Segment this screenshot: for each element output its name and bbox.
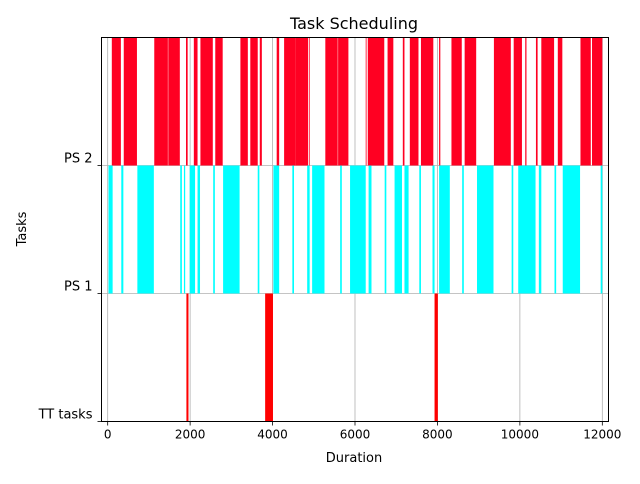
task-bar [365, 37, 367, 166]
task-bar [295, 37, 309, 166]
task-bar [123, 37, 137, 166]
task-bar [213, 165, 215, 294]
task-bar [477, 165, 494, 294]
task-bar [265, 293, 273, 422]
task-bar [419, 165, 421, 294]
task-bar [402, 37, 405, 166]
task-bar [189, 165, 196, 294]
x-tick-label: 12000 [583, 428, 621, 442]
task-bar [259, 37, 262, 166]
task-bar [200, 37, 213, 166]
task-bar [340, 165, 342, 294]
task-bar [307, 165, 310, 294]
task-bar [240, 37, 248, 166]
task-bar [592, 37, 603, 166]
task-bar [186, 37, 188, 166]
task-bar [223, 165, 240, 294]
task-bar [538, 165, 542, 294]
task-bar [562, 165, 581, 294]
task-bar [511, 165, 514, 294]
task-bar [600, 165, 603, 294]
task-bar [409, 37, 419, 166]
x-tick-label: 10000 [501, 428, 539, 442]
x-tick-label: 6000 [340, 428, 371, 442]
task-bar [108, 165, 113, 294]
task-bar [493, 37, 511, 166]
task-bar [535, 37, 538, 166]
task-bar [451, 37, 462, 166]
task-bar [387, 37, 394, 166]
task-bar [276, 37, 280, 166]
task-bar [404, 165, 409, 294]
task-bar [186, 293, 189, 422]
task-bar [513, 37, 522, 166]
task-bar [434, 293, 438, 422]
task-bar [439, 165, 450, 294]
task-bar [439, 37, 441, 166]
task-bar [394, 165, 402, 294]
task-bar [367, 37, 385, 166]
y-tick-label: PS 2 [64, 152, 93, 167]
task-bar [111, 37, 121, 166]
chart-title: Task Scheduling [289, 14, 418, 33]
task-bar [154, 37, 168, 166]
task-bar [580, 37, 591, 166]
task-bar [284, 37, 296, 166]
task-bar [541, 37, 555, 166]
task-bar [273, 165, 280, 294]
x-axis-label: Duration [326, 451, 382, 466]
task-bar [292, 165, 294, 294]
y-tick-label: TT tasks [38, 408, 93, 423]
task-bar [312, 165, 325, 294]
task-bar [308, 37, 310, 166]
task-bar [325, 37, 338, 166]
task-bar [168, 37, 180, 166]
task-bar [183, 165, 186, 294]
task-bar [197, 165, 201, 294]
x-tick-label: 8000 [422, 428, 453, 442]
task-bar [257, 165, 260, 294]
x-tick-label: 2000 [175, 428, 206, 442]
y-tick-label: PS 1 [64, 280, 93, 295]
x-tick-label: 0 [104, 428, 112, 442]
x-tick-label: 4000 [257, 428, 288, 442]
task-bar [250, 37, 258, 166]
task-bar [180, 165, 182, 294]
task-bar [137, 165, 154, 294]
task-bar [193, 37, 198, 166]
y-axis: TT tasks PS 1 PS 2 [38, 152, 102, 423]
task-bar [350, 165, 366, 294]
task-bar [464, 37, 477, 166]
task-bar [432, 165, 435, 294]
task-bar [338, 37, 349, 166]
task-bar [554, 165, 557, 294]
task-bar [121, 165, 124, 294]
x-axis: 0 2000 4000 6000 8000 10000 12000 [104, 421, 621, 442]
task-bar [557, 37, 563, 166]
y-axis-label: Tasks [15, 211, 30, 247]
task-bar [462, 165, 464, 294]
task-bar [215, 37, 223, 166]
task-bar [525, 37, 527, 166]
task-bar [420, 37, 434, 166]
task-bars [108, 37, 603, 422]
task-bar [368, 165, 372, 294]
task-bar [384, 165, 387, 294]
task-bar [518, 165, 536, 294]
